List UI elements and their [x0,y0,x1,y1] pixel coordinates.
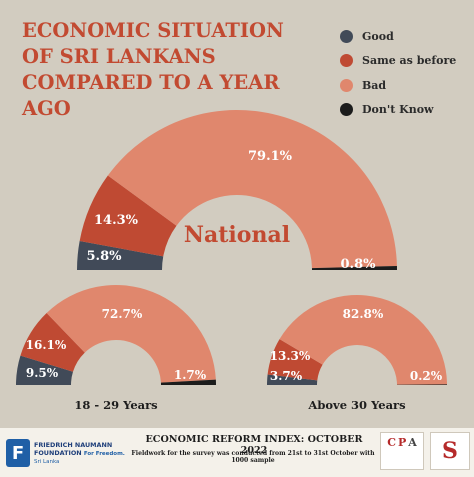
data-label: 14.3% [94,213,139,228]
cpa-letter-a: A [408,436,417,449]
donut-chart-1: 5.8% 14.3% 79.1% 0.8% National [77,110,397,272]
legend-swatch-bad [340,78,353,92]
donut-slice-don-t-know [396,384,447,385]
fnf-logo-text: FRIEDRICH NAUMANN FOUNDATION For Freedom… [34,441,125,466]
legend-item-good: Good [340,24,456,49]
data-label: 3.7% [270,369,303,383]
footer-title: ECONOMIC REFORM INDEX: OCTOBER 2022 [145,434,363,456]
fnf-name-line2: FOUNDATION For Freedom. [34,449,125,458]
data-label: 9.5% [26,366,59,380]
donut-slice-good [16,355,73,385]
data-label: 13.3% [270,349,311,363]
donut-slice-bad [46,285,216,383]
data-label: 0.8% [341,257,377,272]
donut-slice-bad [279,295,447,385]
legend-swatch-good [340,29,353,43]
fnf-country: Sri Lanka [34,458,60,465]
s-logo: S [430,432,470,470]
legend-label-dont-know: Don't Know [362,103,434,117]
data-label: 0.2% [410,369,443,383]
legend-item-same: Same as before [340,49,456,74]
donut-chart-3: 3.7% 13.3% 82.8% 0.2% Above 30 Years [267,295,447,412]
fnf-badge-icon: F [6,439,30,467]
legend-label-good: Good [362,29,394,43]
donut-slice-same-as-before [79,175,177,257]
data-label: 79.1% [248,149,293,164]
fnf-tagline: For Freedom. [83,450,125,457]
donut-slice-don-t-know [311,265,397,270]
legend-swatch-dont-know [340,103,353,117]
donut-title: National [184,222,290,248]
donut-slice-same-as-before [267,339,323,381]
donut-slice-same-as-before [20,312,85,372]
data-label: 1.7% [174,368,207,382]
legend-label-same: Same as before [362,54,457,68]
data-label: 16.1% [26,338,67,352]
legend-item-dont-know: Don't Know [340,98,456,123]
donut-slice-don-t-know [160,379,216,385]
legend-item-bad: Bad [340,73,456,98]
donut-title: Above 30 Years [307,398,405,412]
donut-title: 18 - 29 Years [74,398,157,412]
footer-note: Fieldwork for the survey was conducted f… [131,450,375,464]
data-label: 82.8% [343,307,384,321]
fnf-name-foundation: FOUNDATION [34,448,82,457]
donut-chart-2: 9.5% 16.1% 72.7% 1.7% 18 - 29 Years [16,285,216,412]
donut-slice-good [77,241,164,270]
donut-slice-good [267,374,318,385]
chart-title: ECONOMIC SITUATION OF SRI LANKANS COMPAR… [22,19,284,120]
cpa-letter-p: P [397,436,407,449]
cpa-logo: C P A [380,432,424,470]
legend: Good Same as before Bad Don't Know [340,24,456,122]
data-label: 5.8% [87,249,123,264]
legend-swatch-same [340,54,353,68]
donut-charts: 5.8% 14.3% 79.1% 0.8% National 9.5% 16.1% 72.7%… [16,110,447,412]
cpa-letter-c: C [387,436,396,449]
data-label: 72.7% [102,307,143,321]
donut-slice-bad [107,110,397,269]
legend-label-bad: Bad [362,78,387,92]
fnf-logo: F FRIEDRICH NAUMANN FOUNDATION For Freed… [6,436,128,470]
fnf-name-line1: FRIEDRICH NAUMANN [34,440,113,449]
